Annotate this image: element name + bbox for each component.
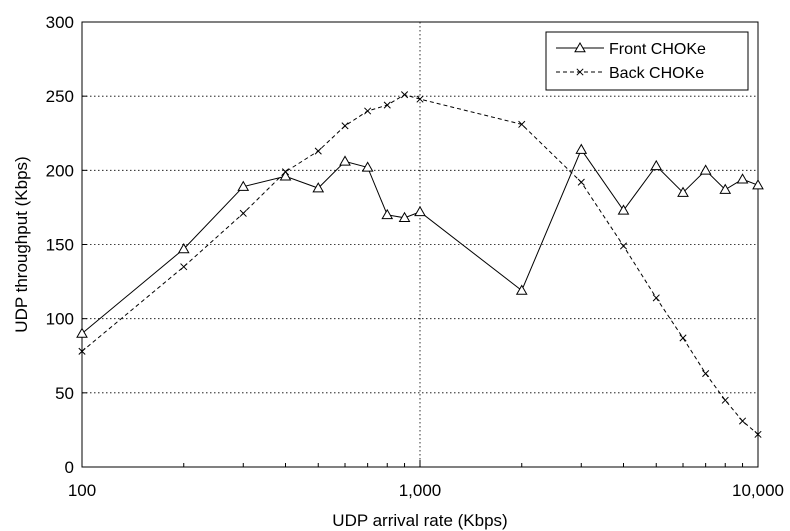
- data-point: [577, 178, 585, 186]
- series-group: [76, 91, 764, 438]
- axis-ticks: 0 50 100 150 200 250 300 100 1,000 10,000: [46, 13, 784, 500]
- marker-stroke: [518, 120, 526, 128]
- data-point: [180, 263, 188, 271]
- marker-stroke: [400, 91, 409, 99]
- data-point: [414, 205, 426, 217]
- marker-stroke: [577, 178, 585, 186]
- x-tick-label: 10,000: [732, 481, 784, 500]
- data-point: [617, 204, 630, 215]
- data-point: [314, 147, 322, 155]
- legend-marker: [574, 41, 586, 53]
- x-tick-label: 1,000: [399, 481, 442, 500]
- y-tick-label: 100: [46, 310, 74, 329]
- legend-item: Back CHOKe: [556, 65, 704, 82]
- series-line: [81, 148, 759, 334]
- data-point: [398, 211, 411, 223]
- marker-stroke: [239, 209, 247, 217]
- marker-stroke: [314, 147, 322, 155]
- data-point: [752, 179, 764, 190]
- data-point: [518, 120, 526, 128]
- data-point: [279, 170, 292, 181]
- data-point: [575, 143, 588, 154]
- data-point: [754, 430, 762, 438]
- data-point: [78, 347, 86, 355]
- legend-label: Front CHOKe: [609, 41, 706, 58]
- marker-stroke: [383, 101, 391, 109]
- marker-stroke: [341, 122, 349, 130]
- data-point: [383, 101, 391, 109]
- legend-marker: [576, 68, 584, 76]
- data-point: [652, 294, 660, 302]
- data-point: [364, 107, 372, 115]
- marker-stroke: [738, 417, 747, 425]
- data-point: [702, 369, 710, 378]
- y-tick-label: 150: [46, 236, 74, 255]
- data-point: [736, 173, 749, 184]
- marker-stroke: [180, 263, 188, 271]
- y-axis-label: UDP throughput (Kbps): [12, 156, 31, 332]
- marker-stroke: [78, 347, 86, 355]
- x-tick-label: 100: [68, 481, 96, 500]
- data-point: [719, 183, 732, 194]
- marker-stroke: [702, 369, 710, 378]
- y-tick-label: 200: [46, 161, 74, 180]
- data-point: [339, 155, 351, 166]
- marker-stroke: [364, 107, 372, 115]
- data-point: [515, 284, 528, 295]
- data-point: [381, 208, 394, 220]
- marker-stroke: [652, 294, 660, 302]
- marker-stroke: [416, 95, 424, 103]
- legend: Front CHOKe Back CHOKe: [545, 31, 749, 91]
- data-point: [400, 91, 409, 99]
- legend-item: Front CHOKe: [556, 41, 706, 58]
- legend-label: Back CHOKe: [609, 65, 704, 82]
- marker-stroke: [679, 334, 687, 342]
- marker-stroke: [576, 68, 584, 76]
- marker-stroke: [281, 168, 290, 176]
- data-point: [650, 159, 663, 171]
- data-point: [361, 161, 374, 172]
- data-point: [312, 182, 325, 193]
- y-tick-label: 300: [46, 13, 74, 32]
- legend-box: [545, 31, 749, 91]
- y-tick-label: 250: [46, 87, 74, 106]
- data-point: [677, 186, 689, 197]
- data-point: [341, 122, 349, 130]
- series-front-choke: [76, 143, 764, 338]
- data-point: [239, 209, 247, 217]
- data-point: [237, 180, 250, 191]
- x-axis-label: UDP arrival rate (Kbps): [332, 511, 507, 530]
- data-point: [177, 242, 190, 254]
- data-point: [619, 242, 628, 250]
- y-tick-label: 50: [55, 384, 74, 403]
- marker-stroke: [754, 430, 762, 438]
- data-point: [679, 334, 687, 342]
- marker-stroke: [721, 396, 729, 404]
- series-back-choke: [78, 91, 762, 438]
- data-point: [416, 95, 424, 103]
- y-tick-label: 0: [65, 458, 74, 477]
- data-point: [721, 396, 729, 404]
- marker-stroke: [619, 242, 628, 250]
- data-point: [738, 417, 747, 425]
- data-point: [699, 164, 712, 175]
- data-point: [281, 168, 290, 176]
- grid-lines: [82, 22, 758, 467]
- data-point: [76, 327, 88, 338]
